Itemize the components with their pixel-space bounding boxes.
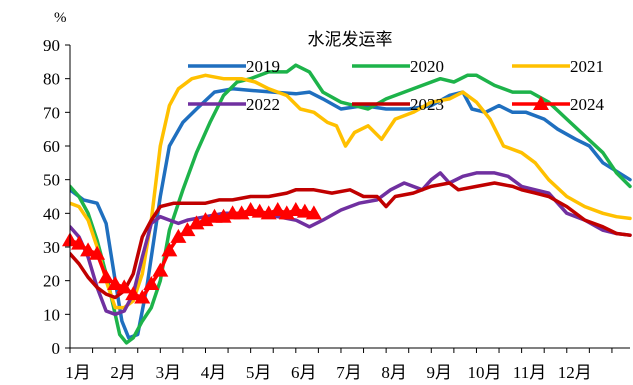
- legend-label: 2021: [570, 57, 604, 76]
- y-tick-label: 10: [43, 305, 60, 324]
- series-marker-2024: [116, 279, 133, 294]
- x-tick-label: 1月: [65, 363, 91, 382]
- legend-label: 2019: [246, 57, 280, 76]
- series-marker-2024: [170, 228, 187, 243]
- x-tick-label: 5月: [246, 363, 272, 382]
- y-axis: % 0 10 20 30 40 50 60 70 80 90: [43, 10, 71, 358]
- legend: 2019 2020 2021 2022 2023 2024: [188, 57, 605, 114]
- y-tick-label: 0: [52, 339, 61, 358]
- legend-item-2022: 2022: [188, 95, 280, 114]
- y-tick-label: 90: [43, 36, 60, 55]
- y-tick-label: 20: [43, 272, 60, 291]
- legend-item-2023: 2023: [352, 95, 444, 114]
- y-tick-label: 30: [43, 238, 60, 257]
- legend-label: 2023: [410, 95, 444, 114]
- series-marker-2024: [80, 242, 97, 257]
- y-tick-label: 60: [43, 137, 60, 156]
- legend-label: 2022: [246, 95, 280, 114]
- legend-item-2019: 2019: [188, 57, 280, 76]
- series-marker-2024: [98, 269, 115, 284]
- y-tick-label: 40: [43, 204, 60, 223]
- legend-item-2024: 2024: [512, 95, 605, 114]
- series-line-2020: [70, 63, 632, 345]
- legend-label: 2024: [570, 95, 605, 114]
- x-tick-label: 8月: [381, 363, 407, 382]
- series-marker-2024: [179, 222, 196, 237]
- series-line-2023: [70, 181, 632, 300]
- x-tick-label: 4月: [201, 363, 227, 382]
- series-marker-2024: [305, 205, 322, 220]
- series-marker-2024: [107, 276, 124, 291]
- y-axis-unit: %: [54, 10, 67, 26]
- y-tick-label: 70: [43, 103, 60, 122]
- y-tick-label: 50: [43, 171, 60, 190]
- series-marker-2024: [143, 276, 160, 291]
- series-marker-2024: [125, 286, 142, 301]
- x-tick-label: 9月: [427, 363, 453, 382]
- series-marker-2024: [152, 262, 169, 277]
- x-axis: 1月 2月 3月 4月 5月 6月 7月 8月 9月 10月 11月 12月: [65, 347, 630, 382]
- x-tick-label: 3月: [156, 363, 182, 382]
- legend-label: 2020: [410, 57, 444, 76]
- chart-title: 水泥发运率: [308, 30, 393, 49]
- y-tick-label: 80: [43, 70, 60, 89]
- x-tick-label: 2月: [110, 363, 136, 382]
- series-marker-2024: [134, 289, 151, 304]
- series-marker-2024: [269, 201, 286, 216]
- series-line-2019: [70, 87, 632, 340]
- x-tick-label: 7月: [336, 363, 362, 382]
- legend-item-2021: 2021: [512, 57, 604, 76]
- x-tick-label: 12月: [558, 363, 592, 382]
- legend-item-2020: 2020: [352, 57, 444, 76]
- legend-marker: [533, 96, 549, 110]
- x-tick-label: 10月: [467, 363, 501, 382]
- series-marker-2024: [161, 242, 178, 257]
- series-marker-2024: [71, 235, 88, 250]
- x-tick-label: 6月: [291, 363, 317, 382]
- series-layer: [62, 63, 632, 345]
- x-tick-label: 11月: [513, 363, 546, 382]
- series-marker-2024: [89, 245, 106, 260]
